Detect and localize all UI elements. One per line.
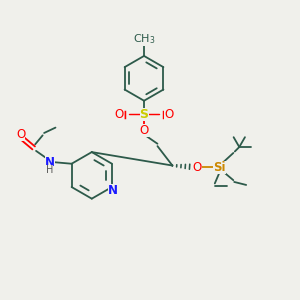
Text: O: O	[114, 108, 124, 121]
Text: O: O	[140, 124, 149, 137]
Text: H: H	[46, 165, 53, 175]
Text: N: N	[45, 156, 55, 169]
Text: N: N	[108, 184, 118, 197]
Text: O: O	[16, 128, 26, 141]
Text: O: O	[164, 108, 174, 121]
Text: CH$_3$: CH$_3$	[133, 33, 155, 46]
Text: O: O	[193, 160, 202, 173]
Text: S: S	[140, 108, 148, 121]
Text: Si: Si	[213, 160, 226, 173]
